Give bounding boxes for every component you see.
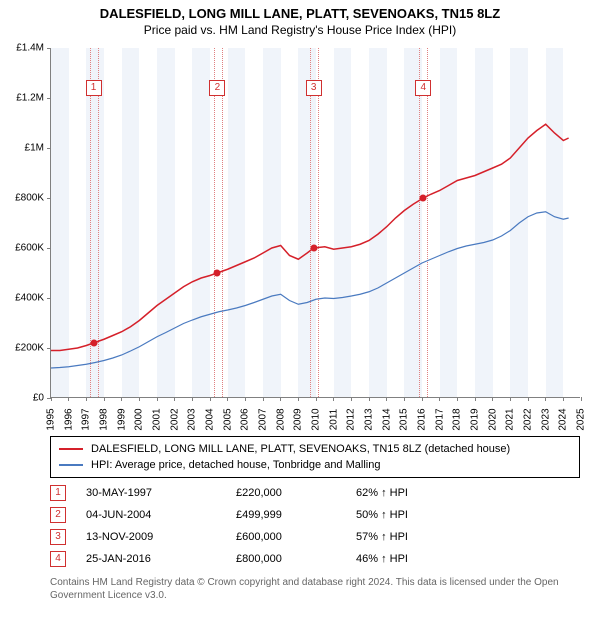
series-lines bbox=[51, 48, 581, 398]
sale-marker-1: 1 bbox=[86, 80, 102, 96]
sale-event-row: 3 13-NOV-2009£600,00057% ↑ HPI bbox=[50, 526, 580, 548]
sale-event-row: 2 04-JUN-2004£499,99950% ↑ HPI bbox=[50, 504, 580, 526]
x-tick-label: 2000 bbox=[134, 408, 145, 430]
sale-dot bbox=[310, 245, 317, 252]
x-tick-label: 2020 bbox=[487, 408, 498, 430]
chart-area: £0£200K£400K£600K£800K£1M£1.2M£1.4M19951… bbox=[50, 48, 580, 398]
y-tick-label: £400K bbox=[15, 293, 44, 304]
footer-attribution: Contains HM Land Registry data © Crown c… bbox=[50, 576, 580, 602]
sale-event-number: 1 bbox=[50, 485, 66, 501]
y-tick-label: £1M bbox=[25, 143, 44, 154]
chart-subtitle: Price paid vs. HM Land Registry's House … bbox=[0, 21, 600, 41]
sale-event-price: £600,000 bbox=[236, 531, 356, 543]
x-tick-label: 2005 bbox=[222, 408, 233, 430]
legend-swatch bbox=[59, 464, 83, 466]
x-tick-label: 2022 bbox=[523, 408, 534, 430]
x-tick-label: 2014 bbox=[381, 408, 392, 430]
sale-event-price: £220,000 bbox=[236, 487, 356, 499]
x-tick-label: 2023 bbox=[540, 408, 551, 430]
y-tick-label: £1.2M bbox=[16, 93, 44, 104]
x-tick-label: 2017 bbox=[434, 408, 445, 430]
sale-event-price: £800,000 bbox=[236, 553, 356, 565]
sale-event-number: 3 bbox=[50, 529, 66, 545]
x-tick-label: 1996 bbox=[63, 408, 74, 430]
x-tick-label: 1995 bbox=[46, 408, 57, 430]
x-tick-label: 2013 bbox=[364, 408, 375, 430]
sale-event-price: £499,999 bbox=[236, 509, 356, 521]
sale-dot bbox=[214, 270, 221, 277]
legend-label: HPI: Average price, detached house, Tonb… bbox=[91, 459, 380, 471]
sale-event-date: 25-JAN-2016 bbox=[86, 553, 236, 565]
x-tick-label: 2016 bbox=[417, 408, 428, 430]
x-tick-label: 2019 bbox=[470, 408, 481, 430]
legend-swatch bbox=[59, 448, 83, 450]
x-tick-label: 1999 bbox=[116, 408, 127, 430]
legend-item: HPI: Average price, detached house, Tonb… bbox=[59, 457, 571, 473]
series-hpi bbox=[51, 212, 569, 368]
x-tick-label: 2008 bbox=[275, 408, 286, 430]
sale-dot bbox=[90, 340, 97, 347]
x-tick-label: 2018 bbox=[452, 408, 463, 430]
x-tick-label: 2004 bbox=[205, 408, 216, 430]
legend: DALESFIELD, LONG MILL LANE, PLATT, SEVEN… bbox=[50, 436, 580, 478]
sale-marker-4: 4 bbox=[415, 80, 431, 96]
series-property bbox=[51, 124, 569, 350]
y-tick-label: £1.4M bbox=[16, 43, 44, 54]
x-tick-label: 2024 bbox=[558, 408, 569, 430]
plot-region: £0£200K£400K£600K£800K£1M£1.2M£1.4M19951… bbox=[50, 48, 580, 398]
sale-marker-2: 2 bbox=[209, 80, 225, 96]
y-tick-label: £600K bbox=[15, 243, 44, 254]
sale-event-date: 13-NOV-2009 bbox=[86, 531, 236, 543]
x-tick-label: 2003 bbox=[187, 408, 198, 430]
x-tick-label: 2021 bbox=[505, 408, 516, 430]
sale-event-number: 4 bbox=[50, 551, 66, 567]
sale-event-row: 4 25-JAN-2016£800,00046% ↑ HPI bbox=[50, 548, 580, 570]
sale-event-pct: 46% ↑ HPI bbox=[356, 553, 580, 565]
x-tick-label: 1997 bbox=[81, 408, 92, 430]
x-tick-label: 2006 bbox=[240, 408, 251, 430]
y-tick-label: £0 bbox=[33, 393, 44, 404]
x-tick-label: 2015 bbox=[399, 408, 410, 430]
x-tick-label: 2011 bbox=[328, 409, 339, 431]
x-tick-label: 1998 bbox=[99, 408, 110, 430]
sale-marker-3: 3 bbox=[306, 80, 322, 96]
sale-event-number: 2 bbox=[50, 507, 66, 523]
legend-item: DALESFIELD, LONG MILL LANE, PLATT, SEVEN… bbox=[59, 441, 571, 457]
x-tick-label: 2025 bbox=[576, 408, 587, 430]
sale-event-date: 04-JUN-2004 bbox=[86, 509, 236, 521]
sale-events-table: 1 30-MAY-1997£220,00062% ↑ HPI 2 04-JUN-200… bbox=[50, 482, 580, 570]
x-tick-label: 2010 bbox=[311, 408, 322, 430]
x-tick-label: 2001 bbox=[152, 408, 163, 430]
legend-label: DALESFIELD, LONG MILL LANE, PLATT, SEVEN… bbox=[91, 443, 510, 455]
y-tick-label: £800K bbox=[15, 193, 44, 204]
y-tick-label: £200K bbox=[15, 343, 44, 354]
sale-event-pct: 57% ↑ HPI bbox=[356, 531, 580, 543]
sale-dot bbox=[420, 195, 427, 202]
x-tick-label: 2007 bbox=[258, 408, 269, 430]
x-tick-label: 2002 bbox=[169, 408, 180, 430]
chart-title: DALESFIELD, LONG MILL LANE, PLATT, SEVEN… bbox=[0, 0, 600, 21]
sale-event-pct: 50% ↑ HPI bbox=[356, 509, 580, 521]
sale-event-row: 1 30-MAY-1997£220,00062% ↑ HPI bbox=[50, 482, 580, 504]
sale-event-pct: 62% ↑ HPI bbox=[356, 487, 580, 499]
x-tick-label: 2009 bbox=[293, 408, 304, 430]
sale-event-date: 30-MAY-1997 bbox=[86, 487, 236, 499]
x-tick-label: 2012 bbox=[346, 408, 357, 430]
